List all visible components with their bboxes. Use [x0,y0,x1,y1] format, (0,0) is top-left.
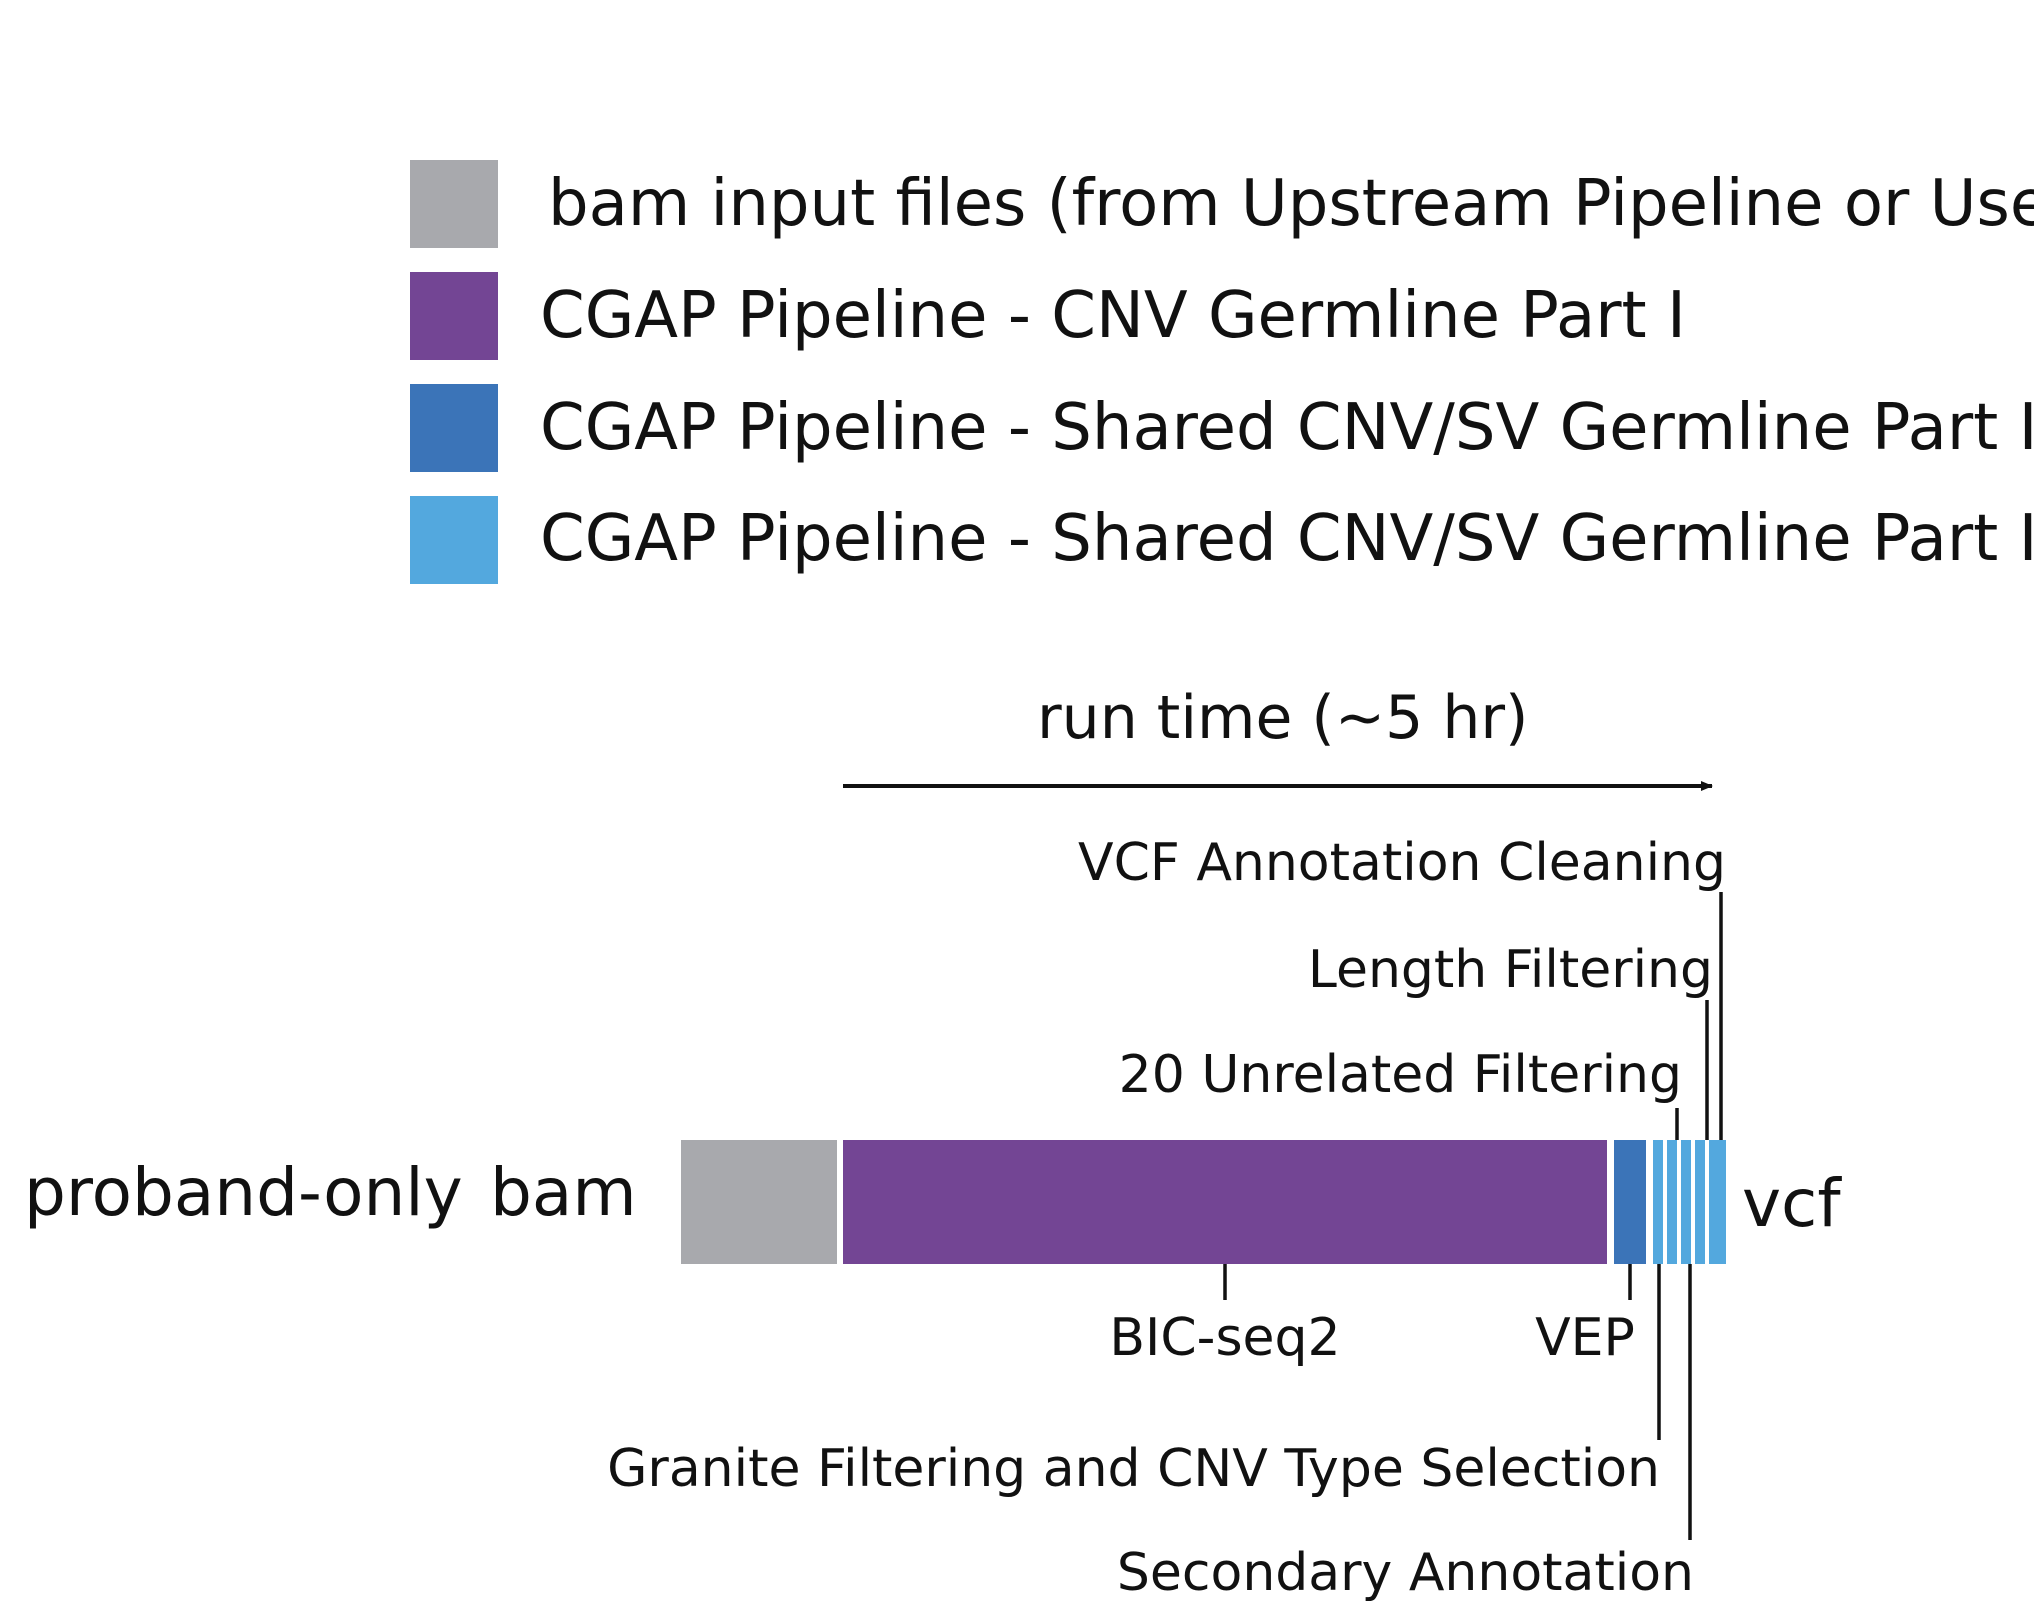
legend-item-part-2: CGAP Pipeline - Shared CNV/SV Germline P… [410,384,2034,472]
run-time-axis: run time (~5 hr) [843,683,1713,791]
segment-bam-input [681,1140,837,1264]
legend-label-part-2: CGAP Pipeline - Shared CNV/SV Germline P… [540,391,2034,465]
legend-swatch-part-2 [410,384,498,472]
input-label-bam: bam [490,1154,637,1231]
step-label-granite-filtering: Granite Filtering and CNV Type Selection [607,1439,1660,1499]
legend-item-part-1: CGAP Pipeline - CNV Germline Part I [410,272,1686,360]
pipeline-bar [681,1140,1726,1264]
segment-bicseq2 [843,1140,1607,1264]
step-label-length-filtering: Length Filtering [1308,940,1713,1000]
legend-label-part-3: CGAP Pipeline - Shared CNV/SV Germline P… [540,502,2034,576]
segment-length-filtering [1695,1140,1705,1264]
segment-vcf-cleaning [1709,1140,1726,1264]
lower-step-labels: BIC-seq2 VEP Granite Filtering and CNV T… [607,1264,1694,1603]
row-label-proband-only: proband-only [24,1154,463,1231]
legend-swatch-bam-input [410,160,498,248]
run-time-label: run time (~5 hr) [1037,683,1528,753]
legend: bam input files (from Upstream Pipeline … [410,160,2034,584]
legend-label-part-1: CGAP Pipeline - CNV Germline Part I [540,279,1686,353]
segment-unrelated-filtering [1681,1140,1691,1264]
legend-item-bam-input: bam input files (from Upstream Pipeline … [410,160,2034,248]
segment-vep [1614,1140,1646,1264]
step-label-unrelated-filtering: 20 Unrelated Filtering [1119,1045,1682,1105]
legend-label-bam-input: bam input files (from Upstream Pipeline … [548,167,2034,241]
step-label-secondary-annotation: Secondary Annotation [1117,1543,1694,1603]
legend-item-part-3: CGAP Pipeline - Shared CNV/SV Germline P… [410,496,2034,584]
segment-granite-filtering [1653,1140,1663,1264]
step-label-bicseq2: BIC-seq2 [1109,1308,1340,1368]
step-label-vcf-cleaning: VCF Annotation Cleaning [1078,833,1726,893]
step-label-vep: VEP [1535,1308,1635,1368]
segment-secondary-annotation [1667,1140,1677,1264]
upper-step-labels: VCF Annotation Cleaning Length Filtering… [1078,833,1726,1140]
legend-swatch-part-3 [410,496,498,584]
legend-swatch-part-1 [410,272,498,360]
output-label-vcf: vcf [1742,1165,1842,1242]
